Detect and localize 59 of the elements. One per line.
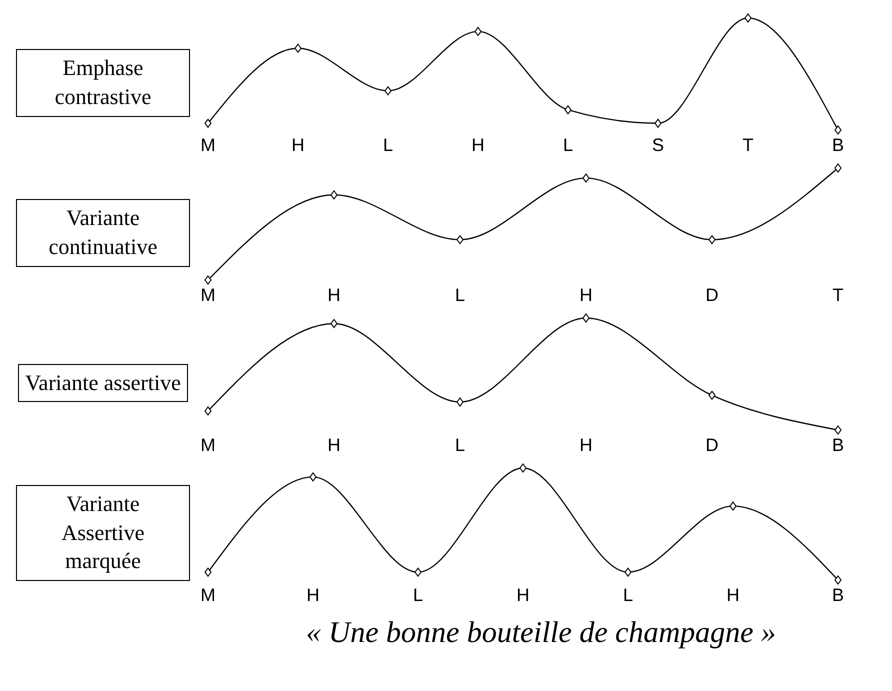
point: [834, 576, 842, 584]
point: [204, 568, 212, 577]
x-tick-label: H: [580, 284, 592, 305]
x-tick-label: H: [306, 584, 320, 605]
point: [582, 174, 590, 183]
x-tick-label: D: [706, 284, 718, 305]
x-tick-label: M: [200, 134, 216, 155]
x-tick-label: H: [328, 284, 340, 305]
point: [204, 118, 212, 128]
x-tick-label: T: [832, 284, 844, 305]
x-tick-label: B: [832, 434, 844, 455]
x-tick-label: L: [382, 134, 394, 155]
point: [294, 44, 302, 53]
point: [564, 105, 572, 114]
point: [330, 319, 338, 328]
text: Variante Assertive marquée: [16, 485, 190, 581]
x-tick-label: B: [832, 584, 844, 605]
point: [708, 390, 716, 400]
point: [520, 464, 526, 472]
text: « Une bonne bouteille de champagne »: [305, 616, 777, 650]
text: Variante assertive: [18, 364, 188, 402]
x-tick-label: M: [200, 284, 216, 305]
x-tick-label: M: [200, 434, 216, 455]
x-tick-label: H: [726, 584, 740, 605]
text: Emphase contrastive: [16, 49, 190, 117]
x-tick-label: S: [652, 134, 664, 155]
point: [204, 406, 212, 416]
point: [834, 426, 842, 434]
x-tick-label: H: [328, 434, 340, 455]
x-tick-label: L: [562, 134, 574, 155]
point: [834, 164, 842, 172]
point: [708, 235, 716, 244]
point: [582, 314, 590, 322]
point: [456, 235, 464, 244]
point: [456, 398, 464, 406]
point: [474, 26, 482, 36]
point: [834, 126, 842, 134]
point: [414, 568, 422, 577]
point: [384, 86, 392, 96]
x-tick-label: H: [292, 134, 304, 155]
text: Variante continuative: [16, 199, 190, 267]
x-tick-label: H: [516, 584, 530, 605]
point: [310, 472, 316, 482]
x-tick-label: T: [742, 134, 754, 155]
x-tick-label: M: [200, 584, 216, 605]
point: [330, 190, 338, 200]
x-tick-label: H: [472, 134, 484, 155]
x-tick-label: L: [454, 284, 466, 305]
x-tick-label: B: [832, 134, 844, 155]
x-tick-label: H: [580, 434, 592, 455]
x-tick-label: D: [706, 434, 718, 455]
x-tick-label: L: [412, 584, 424, 605]
point: [730, 502, 736, 511]
x-tick-label: L: [454, 434, 466, 455]
x-tick-label: L: [622, 584, 634, 605]
point: [204, 276, 212, 284]
point: [654, 118, 662, 128]
point: [624, 568, 632, 577]
point: [744, 14, 752, 22]
